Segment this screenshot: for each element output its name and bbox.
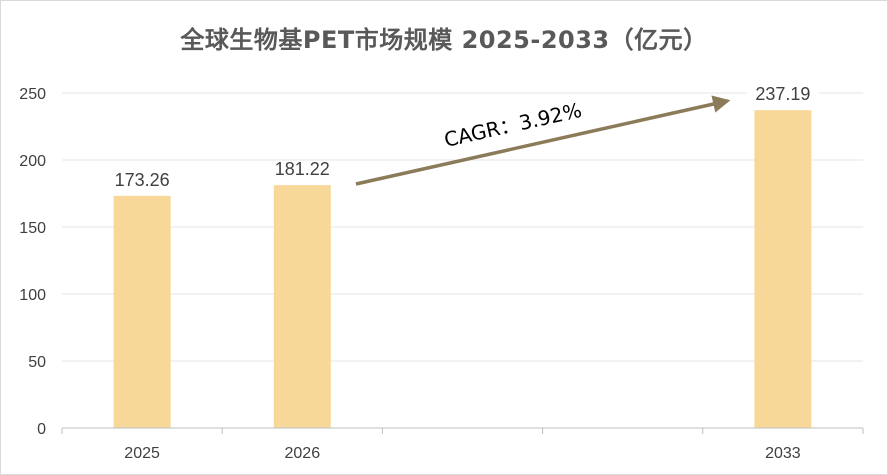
cagr-arrow (355, 95, 731, 186)
bar-2026 (273, 185, 331, 428)
bar-2025 (113, 195, 171, 428)
x-axis-labels: 2025 2026 2033 (124, 445, 800, 462)
x-axis (61, 427, 864, 434)
data-label-bg (746, 82, 819, 107)
chart-title: 全球生物基PET市场规模 2025-2033（亿元） (180, 26, 708, 54)
cagr-annotation: CAGR：3.92% (355, 95, 731, 186)
bars (113, 110, 812, 428)
y-tick-label: 0 (37, 421, 46, 438)
bar-2033 (754, 110, 812, 428)
data-label: 237.19 (755, 84, 810, 104)
y-tick-label: 150 (19, 220, 46, 237)
y-tick-label: 50 (28, 354, 46, 371)
x-category-label: 2033 (765, 445, 801, 462)
y-tick-label: 100 (19, 287, 46, 304)
x-category-label: 2026 (285, 445, 321, 462)
x-category-label: 2025 (124, 445, 160, 462)
y-tick-label: 200 (19, 153, 46, 170)
data-label: 173.26 (115, 170, 170, 190)
gridlines (62, 92, 863, 362)
y-axis-ticks: 0 50 100 150 200 250 (19, 86, 46, 438)
y-tick-label: 250 (19, 86, 46, 103)
data-label: 181.22 (275, 159, 330, 179)
data-labels: 173.26 181.22 237.19 (115, 82, 819, 190)
cagr-label: CAGR：3.92% (442, 98, 584, 152)
